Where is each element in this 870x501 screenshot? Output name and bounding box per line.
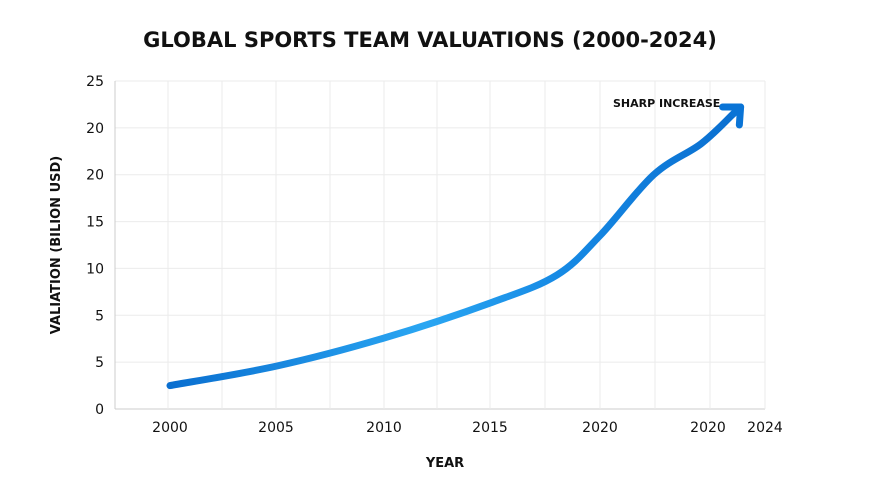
x-tick-label: 2020 — [690, 420, 726, 436]
y-tick-label: 5 — [95, 355, 104, 371]
y-tick-label: 20 — [86, 168, 104, 184]
x-tick-label: 2000 — [152, 420, 188, 436]
y-tick-label: 0 — [95, 402, 104, 418]
y-tick-label: 20 — [86, 121, 104, 137]
x-tick-label: 2020 — [582, 420, 618, 436]
y-axis-label: VALIATION (BILION USD) — [49, 156, 64, 335]
x-tick-label: 2010 — [366, 420, 402, 436]
x-tick-label: 2005 — [258, 420, 294, 436]
x-axis-label: YEAR — [425, 456, 464, 471]
x-tick-label: 2024 — [747, 420, 783, 436]
y-tick-label: 10 — [86, 261, 104, 277]
annotation-sharp-increase: SHARP INCREASE — [613, 97, 720, 110]
series-group — [166, 103, 745, 390]
y-tick-label: 15 — [86, 215, 104, 231]
x-axis-ticks: 2000 2005 2010 2015 2020 2020 2024 — [152, 420, 783, 436]
chart-title: GLOBAL SPORTS TEAM VALUATIONS (2000-2024… — [143, 28, 717, 52]
y-tick-label: 5 — [95, 308, 104, 324]
series-line — [166, 110, 737, 390]
grid — [114, 80, 766, 410]
arrow-shaft-end — [729, 103, 745, 118]
y-tick-label: 25 — [86, 74, 104, 90]
x-tick-label: 2015 — [472, 420, 508, 436]
y-axis-ticks: 0 5 5 10 15 20 20 25 — [86, 74, 104, 418]
